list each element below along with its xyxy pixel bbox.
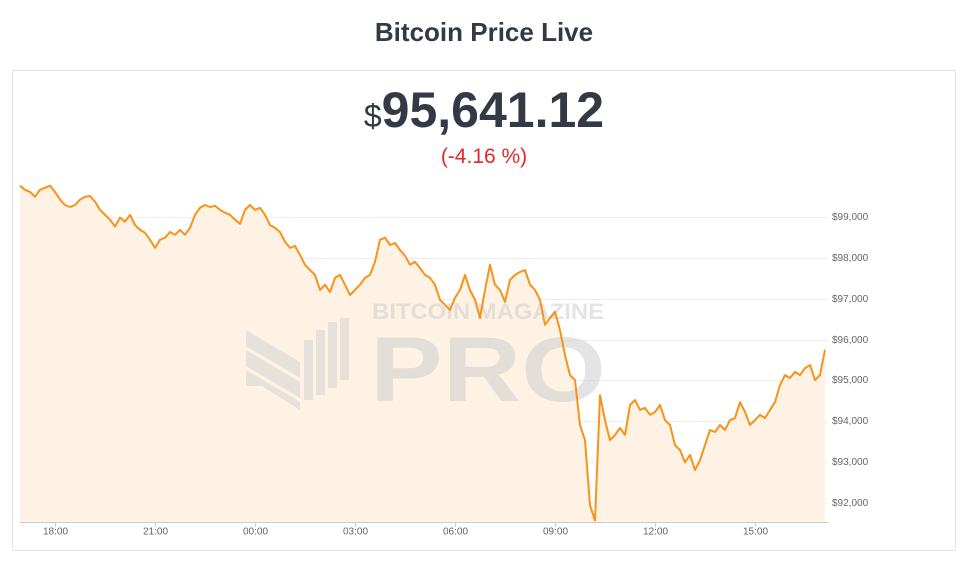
y-tick-label: $94,000 [832,416,869,427]
watermark-brand: BITCOIN MAGAZINE [372,299,604,324]
logo-bar [328,322,337,388]
x-tick-label: 03:00 [343,527,368,538]
x-tick-label: 12:00 [643,527,668,538]
price-amount: 95,641.12 [382,82,604,138]
price: $95,641.12 [364,82,604,138]
logo-bar [304,340,313,400]
watermark: BITCOIN MAGAZINE PRO [246,299,606,421]
logo-bar [316,330,325,395]
watermark-logo [246,318,349,410]
price-change: (-4.16 %) [441,145,527,168]
x-tick-label: 15:00 [743,527,768,538]
y-tick-label: $95,000 [832,375,869,386]
x-tick-label: 00:00 [243,527,268,538]
y-tick-label: $92,000 [832,498,869,509]
x-tick-label: 06:00 [443,527,468,538]
line-layer [19,184,826,522]
x-tick-label: 09:00 [543,527,568,538]
x-tick-label: 18:00 [43,527,68,538]
logo-bar [340,318,349,380]
watermark-product: PRO [370,319,606,421]
y-tick-label: $98,000 [832,253,869,264]
area-layer [20,185,825,522]
logo-stripe [246,330,300,378]
page-title: Bitcoin Price Live [375,17,593,47]
price-line [19,184,826,522]
x-tick-label: 21:00 [143,527,168,538]
area [20,185,825,522]
axes: $92,000 $93,000 $94,000 $95,000 $96,000 $97,0… [20,212,869,538]
price-currency: $ [364,98,382,134]
y-tick-label: $99,000 [832,212,869,223]
logo-stripe [246,370,300,410]
y-tick-label: $93,000 [832,457,869,468]
logo-stripe [246,350,300,398]
y-tick-label: $96,000 [832,335,869,346]
y-tick-label: $97,000 [832,294,869,305]
